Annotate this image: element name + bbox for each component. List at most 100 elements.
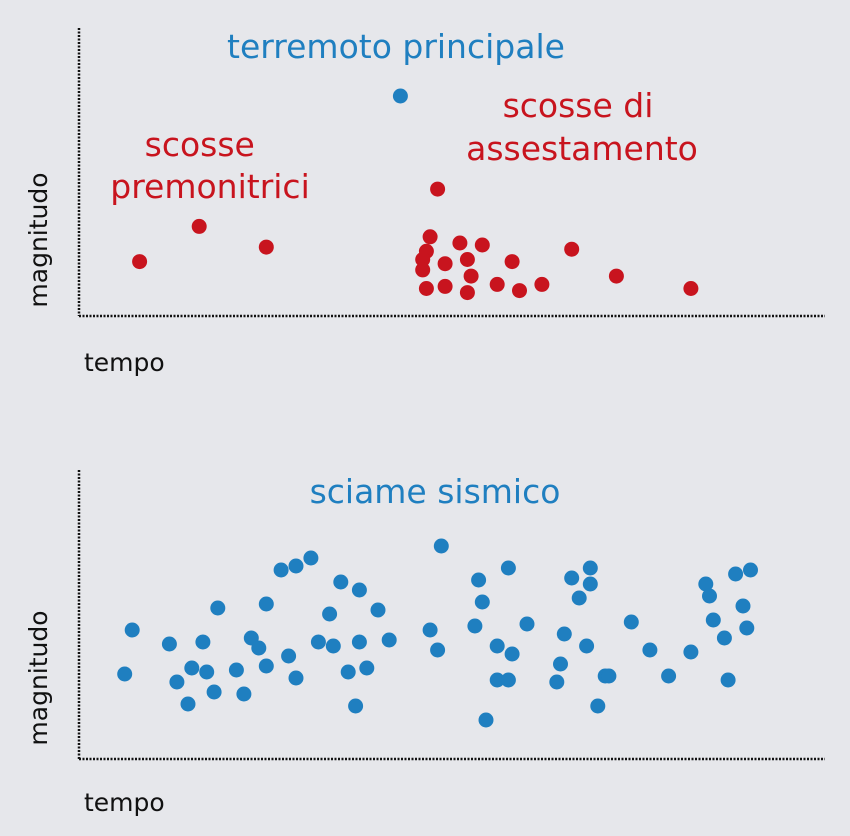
bottom-data-point-67	[739, 620, 755, 636]
bottom-data-point-47	[556, 626, 572, 642]
bottom-data-point-46	[553, 656, 568, 672]
bottom-data-point-8	[206, 684, 222, 700]
bottom-data-point-3	[169, 674, 185, 690]
bottom-data-point-42	[500, 560, 516, 576]
top-data-point-18	[504, 254, 520, 270]
bottom-data-point-22	[322, 606, 338, 622]
bottom-data-point-33	[430, 642, 446, 658]
top-xlabel: tempo	[84, 348, 165, 377]
top-data-point-16	[474, 237, 490, 253]
bottom-xlabel: tempo	[84, 788, 165, 817]
bottom-data-point-68	[743, 562, 758, 578]
top-data-point-13	[459, 252, 475, 267]
bottom-data-point-66	[735, 598, 751, 614]
top-data-point-1	[191, 218, 207, 234]
bottom-data-point-11	[236, 686, 252, 702]
top-data-point-14	[459, 285, 475, 301]
bottom-data-point-53	[590, 698, 606, 714]
bottom-data-point-30	[370, 602, 386, 618]
top-data-point-19	[512, 283, 527, 299]
bottom-data-point-15	[258, 596, 274, 612]
top-data-point-4	[430, 181, 446, 197]
bottom-data-point-36	[471, 572, 487, 588]
bottom-data-point-24	[333, 574, 349, 590]
bottom-data-point-25	[340, 664, 356, 680]
bottom-data-point-61	[702, 588, 717, 604]
bottom-data-point-19	[288, 558, 304, 574]
bottom-data-point-65	[728, 566, 744, 582]
top-data-point-15	[463, 268, 479, 284]
bottom-data-point-34	[433, 538, 449, 554]
annotation-swarm: sciame sismico	[310, 472, 561, 511]
bottom-data-point-27	[351, 634, 367, 650]
bottom-data-point-18	[288, 670, 304, 686]
bottom-data-point-7	[199, 664, 215, 680]
top-data-point-9	[418, 281, 434, 296]
bottom-points	[117, 538, 758, 728]
bottom-data-point-41	[500, 672, 516, 688]
top-data-point-3	[392, 88, 408, 104]
bottom-data-point-1	[124, 622, 140, 638]
bottom-data-point-45	[549, 674, 565, 690]
bottom-data-point-43	[504, 646, 520, 662]
bottom-data-point-20	[303, 550, 319, 566]
bottom-data-point-31	[381, 632, 397, 648]
chart-bottom: magnitudo tempo sciame sismico	[24, 470, 825, 817]
bottom-data-point-58	[661, 668, 677, 684]
bottom-data-point-14	[258, 658, 274, 674]
bottom-data-point-21	[310, 634, 326, 650]
bottom-data-point-40	[489, 672, 505, 688]
bottom-data-point-0	[117, 666, 133, 682]
bottom-data-point-50	[579, 638, 595, 654]
top-data-point-21	[564, 241, 580, 257]
bottom-data-point-51	[582, 576, 598, 592]
bottom-data-point-10	[228, 662, 244, 678]
bottom-data-point-52	[582, 560, 598, 576]
top-data-point-2	[258, 239, 274, 255]
annotation-aftershocks-line2: assestamento	[466, 129, 698, 168]
top-data-point-5	[422, 229, 438, 245]
bottom-data-point-32	[422, 622, 438, 638]
bottom-data-point-16	[273, 562, 289, 578]
bottom-data-point-29	[359, 660, 375, 676]
bottom-data-point-6	[195, 634, 211, 650]
top-data-point-7	[415, 252, 431, 267]
bottom-data-point-39	[489, 638, 505, 654]
bottom-data-point-28	[351, 582, 367, 598]
bottom-data-point-55	[601, 668, 617, 684]
bottom-data-point-49	[571, 590, 587, 606]
top-data-point-10	[437, 256, 453, 272]
bottom-data-point-5	[184, 660, 200, 676]
top-data-point-0	[132, 254, 148, 270]
bottom-ylabel: magnitudo	[24, 610, 53, 745]
annotation-foreshocks: scosse premonitrici	[110, 125, 310, 206]
bottom-data-point-9	[210, 600, 226, 616]
bottom-data-point-17	[281, 648, 297, 664]
bottom-data-point-35	[467, 618, 483, 634]
top-data-point-23	[683, 281, 699, 296]
bottom-data-point-62	[705, 612, 721, 628]
bottom-data-point-37	[474, 594, 490, 610]
bottom-data-point-44	[519, 616, 535, 632]
top-data-point-22	[608, 268, 624, 284]
bottom-data-point-64	[720, 672, 736, 688]
bottom-data-point-2	[161, 636, 177, 652]
top-data-point-17	[489, 276, 505, 292]
top-ylabel: magnitudo	[24, 172, 53, 307]
annotation-main-quake: terremoto principale	[227, 27, 565, 66]
bottom-data-point-63	[716, 630, 732, 646]
bottom-data-point-56	[623, 614, 639, 630]
bottom-data-point-38	[478, 712, 494, 728]
chart-top: magnitudo tempo terremoto principale sco…	[24, 27, 825, 377]
annotation-aftershocks-line1: scosse di	[503, 86, 654, 125]
top-data-point-20	[534, 276, 550, 292]
top-data-point-11	[437, 278, 453, 294]
bottom-data-point-57	[642, 642, 658, 658]
top-data-point-12	[452, 235, 468, 251]
top-points	[132, 88, 699, 301]
bottom-data-point-23	[325, 638, 341, 654]
bottom-data-point-13	[251, 640, 267, 656]
bottom-data-point-48	[564, 570, 580, 586]
bottom-data-point-26	[348, 698, 364, 714]
